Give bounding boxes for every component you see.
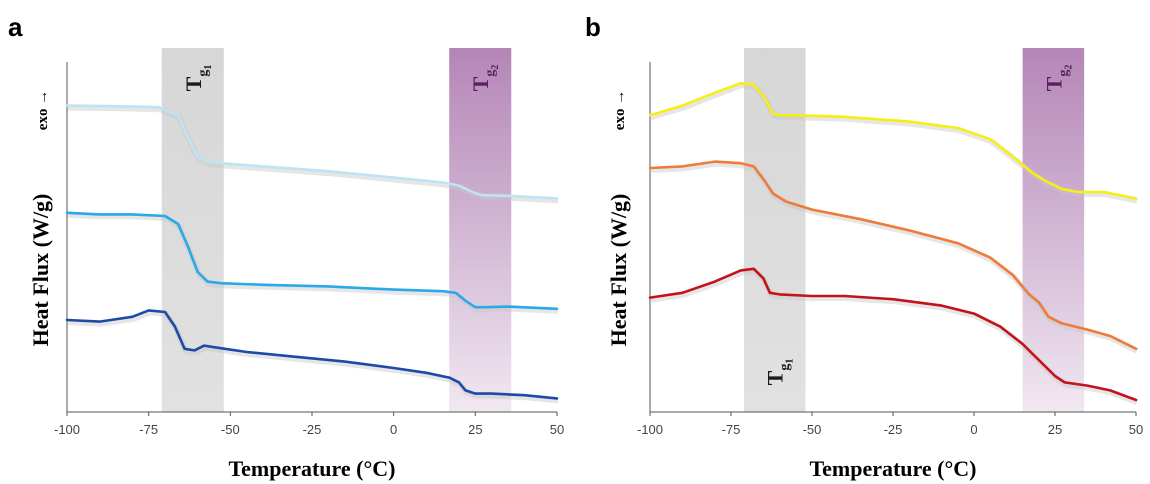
exo-label-b: exo → [612, 90, 628, 130]
series-b [648, 81, 1139, 405]
tg-label-b-1: Tg1 [763, 359, 796, 386]
tg-band-a-2 [449, 48, 512, 412]
x-tick-label: -25 [884, 422, 903, 437]
panel-a: a Tg1 Tg2 -100 -75 -50 -25 0 25 50 exo → Heat F… [8, 12, 564, 481]
panel-letter-a: a [8, 12, 23, 42]
series-line-b-1 [648, 81, 1138, 200]
x-tick-label: 25 [1048, 422, 1062, 437]
x-ticks-b: -100 -75 -50 -25 0 25 50 [637, 412, 1143, 437]
series-a [65, 104, 559, 404]
tg-label-a-1: Tg1 [181, 65, 214, 92]
exo-label-a: exo → [35, 90, 51, 130]
bands-a: Tg1 Tg2 [161, 48, 512, 412]
tg-band-b-1 [743, 48, 806, 412]
series-shadow [67, 309, 559, 404]
x-tick-label: -100 [637, 422, 663, 437]
x-ticks-a: -100 -75 -50 -25 0 25 50 [54, 412, 564, 437]
bands-b: Tg1 Tg2 [743, 48, 1085, 412]
y-axis-label-a: Heat Flux (W/g) [28, 194, 53, 347]
x-tick-label: -50 [803, 422, 822, 437]
series-shadow [67, 104, 559, 204]
tg-label-b-2: Tg2 [1041, 65, 1074, 92]
x-tick-label: 25 [468, 422, 482, 437]
x-tick-label: -25 [303, 422, 322, 437]
panel-b: b Tg1 Tg2 -100 -75 -50 -25 0 25 50 exo → Heat F… [585, 12, 1143, 481]
x-tick-label: -100 [54, 422, 80, 437]
series-line-a-3 [65, 309, 559, 400]
series-line-b-3 [648, 267, 1138, 402]
tg-band-b-2 [1022, 48, 1085, 412]
x-axis-label-b: Temperature (°C) [809, 456, 976, 481]
x-tick-label: 0 [970, 422, 977, 437]
y-axis-label-b: Heat Flux (W/g) [606, 194, 631, 347]
series-shadow [650, 82, 1138, 204]
x-tick-label: -75 [722, 422, 741, 437]
x-axis-label-a: Temperature (°C) [228, 456, 395, 481]
series-shadow [650, 160, 1139, 354]
x-tick-label: 50 [1129, 422, 1143, 437]
x-tick-label: -75 [139, 422, 158, 437]
tg-band-a-1 [161, 48, 224, 412]
x-tick-label: -50 [221, 422, 240, 437]
panel-letter-b: b [585, 12, 601, 42]
series-line-a-1 [65, 104, 559, 200]
x-tick-label: 50 [550, 422, 564, 437]
tg-label-a-2: Tg2 [468, 65, 501, 92]
series-line-a-2 [65, 211, 559, 311]
series-line-b-2 [648, 160, 1138, 351]
x-tick-label: 0 [390, 422, 397, 437]
